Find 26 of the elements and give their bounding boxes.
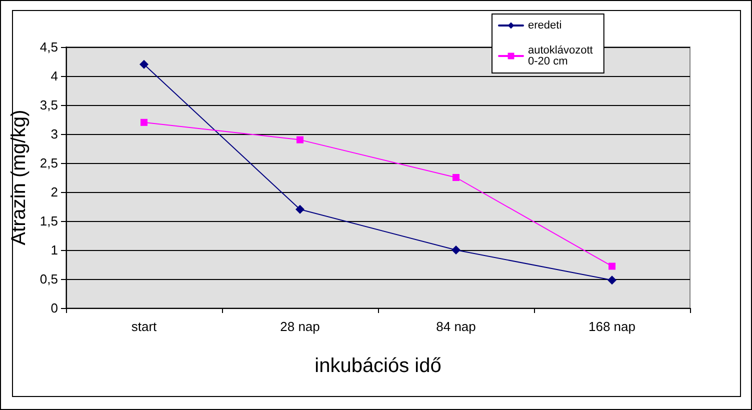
y-tick-label: 2 (50, 184, 58, 200)
point (140, 60, 148, 69)
point (608, 276, 616, 285)
y-tick-label: 4 (50, 68, 58, 84)
point (296, 204, 304, 214)
y-tick-label: 3 (50, 126, 58, 142)
y-tick-label: 0 (50, 300, 58, 316)
point (608, 262, 616, 270)
point (452, 174, 460, 181)
x-tick-label: 84 nap (436, 319, 476, 334)
point (296, 136, 304, 144)
legend-label: autoklávozott 0-20 cm (528, 44, 596, 68)
y-tick-label: 3,5 (40, 98, 58, 112)
y-tick-label: 1 (50, 242, 58, 258)
x-tick-label: 168 nap (588, 319, 636, 334)
y-tick-label: 2,5 (40, 156, 58, 170)
x-tick-label: start (131, 319, 158, 334)
point (452, 246, 460, 254)
point (140, 118, 148, 126)
y-tick-label: 0,5 (40, 272, 58, 286)
y-tick-label: 1,5 (40, 214, 58, 228)
y-tick-label: 4,5 (40, 40, 58, 54)
x-axis-title: inkubációs idő (314, 355, 442, 377)
legend-label: eredeti (528, 20, 562, 32)
x-tick-label: 28 nap (280, 319, 320, 334)
y-axis-title: Atrazin (mg/kg) (8, 110, 30, 246)
